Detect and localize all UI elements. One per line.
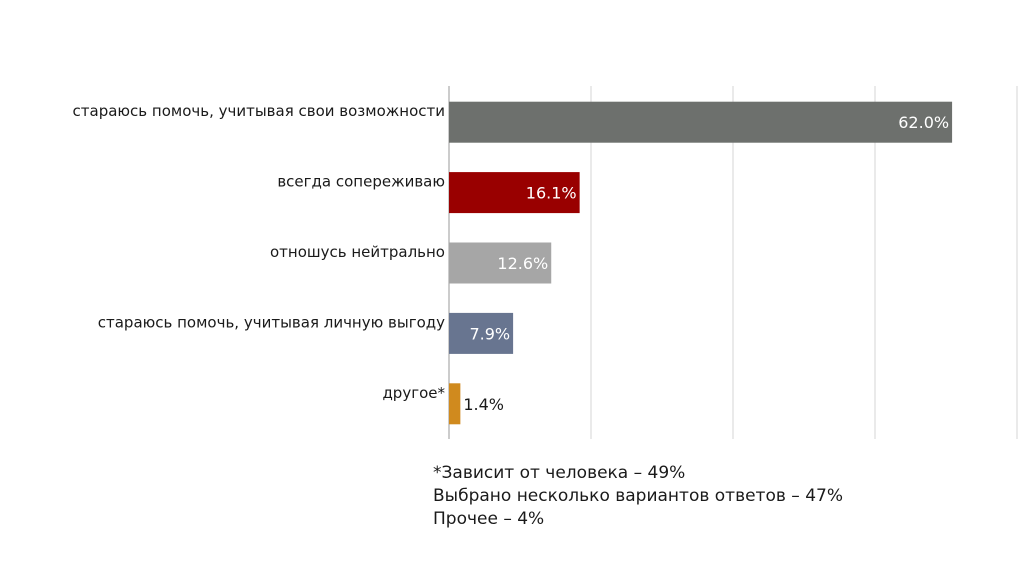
category-label: отношусь нейтрально xyxy=(270,243,445,261)
category-label: стараюсь помочь, учитывая личную выгоду xyxy=(98,313,445,331)
bar-1 xyxy=(449,101,953,143)
footnote-line-2: Выбрано несколько вариантов ответов – 47… xyxy=(433,486,843,506)
footnote-line-3: Прочее – 4% xyxy=(433,509,545,529)
value-label: 62.0% xyxy=(898,113,949,132)
bar-5 xyxy=(449,383,461,425)
bar-chart: стараюсь помочь, учитывая свои возможнос… xyxy=(73,86,1018,439)
footnote-line-1: *Зависит от человека – 49% xyxy=(433,463,686,483)
category-label: стараюсь помочь, учитывая свои возможнос… xyxy=(73,102,445,120)
bar-2 xyxy=(449,172,580,214)
category-label: всегда сопереживаю xyxy=(277,173,445,191)
chart-grid xyxy=(448,86,1018,439)
bar-3 xyxy=(449,242,552,284)
footnote: *Зависит от человека – 49% Выбрано неско… xyxy=(433,462,843,531)
bar-4 xyxy=(449,312,514,354)
value-label: 16.1% xyxy=(526,184,577,203)
chart-bars: стараюсь помочь, учитывая свои возможнос… xyxy=(73,101,953,425)
category-label: другое* xyxy=(382,384,445,402)
value-label: 1.4% xyxy=(463,395,504,414)
value-label: 12.6% xyxy=(497,254,548,273)
value-label: 7.9% xyxy=(469,324,510,343)
